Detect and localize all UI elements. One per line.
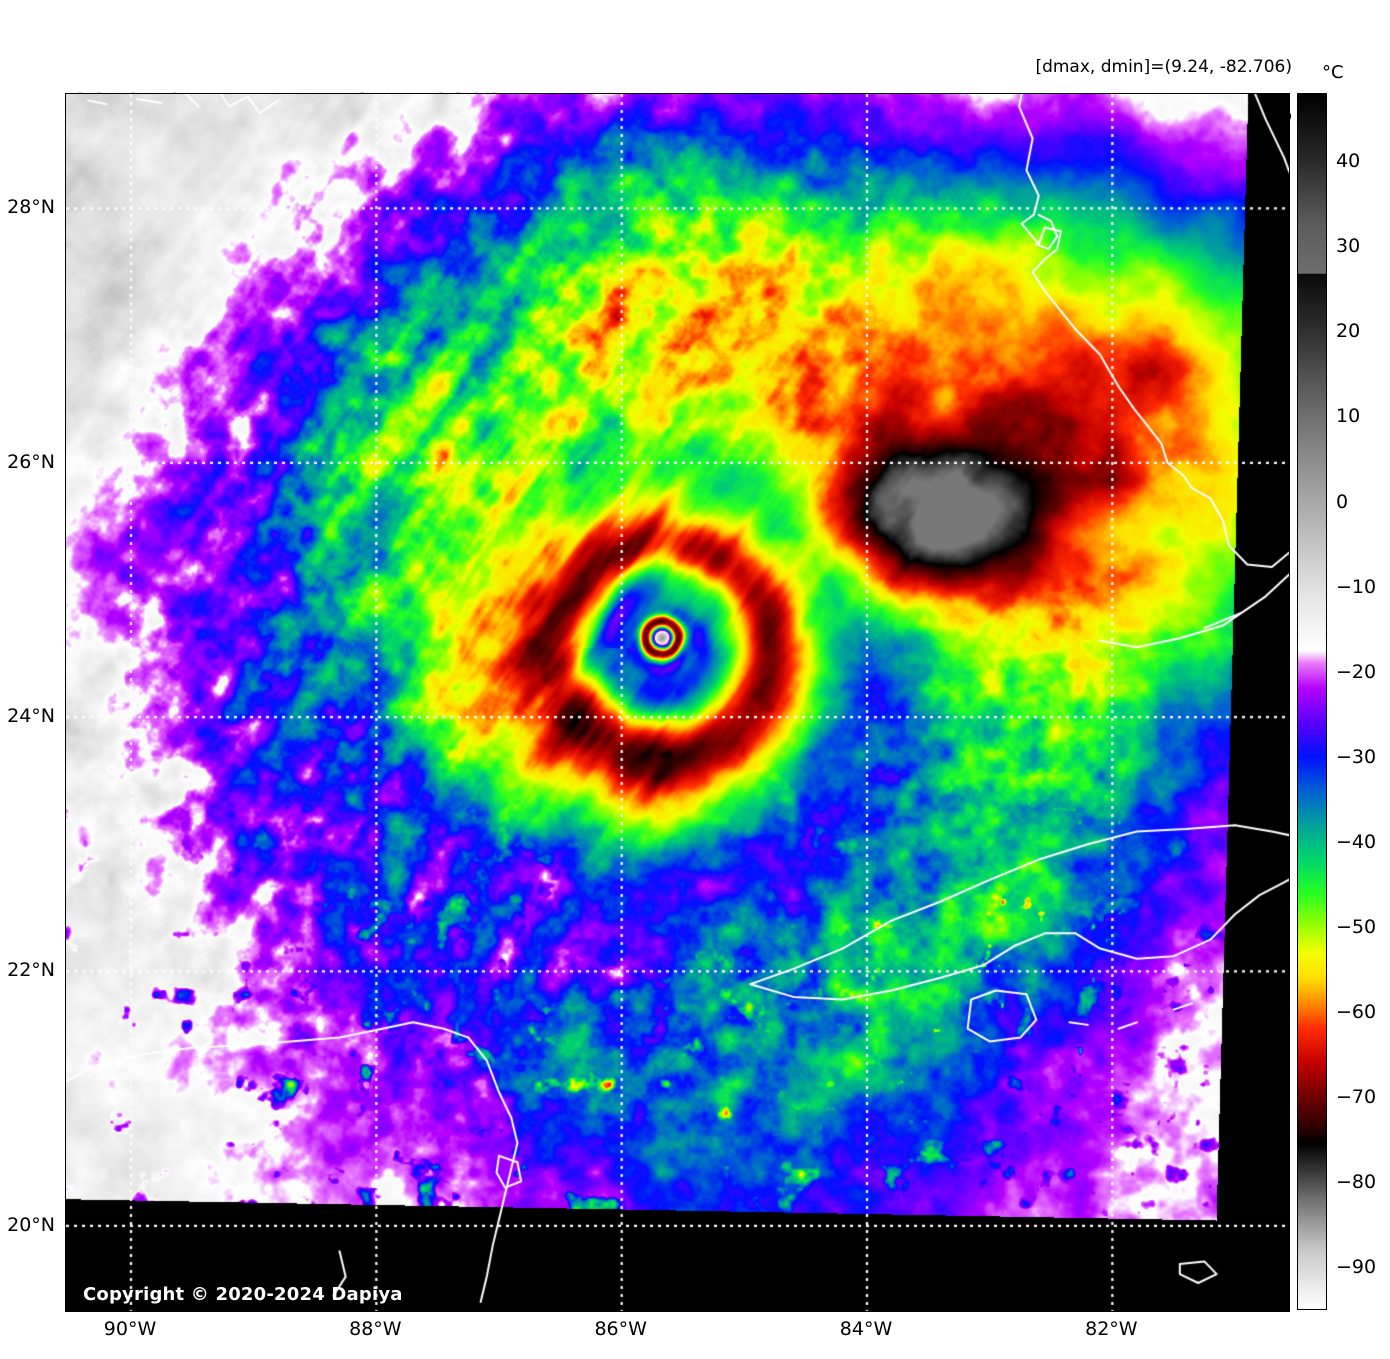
lon-tick-label: 90°W (103, 1318, 157, 1340)
lat-tick-label: 22°N (7, 959, 55, 982)
colorbar (1297, 93, 1327, 1310)
colorbar-tick-label: 0 (1336, 490, 1349, 513)
lat-tick-label: 24°N (7, 705, 55, 728)
colorbar-tick-label: −70 (1336, 1086, 1377, 1109)
colorbar-tick-label: 40 (1336, 150, 1361, 173)
lon-tick-label: 86°W (594, 1318, 647, 1340)
colorbar-tick-label: 20 (1336, 320, 1361, 343)
colorbar-tick-label: −30 (1336, 745, 1377, 768)
dminmax-label: [dmax, dmin]=(9.24, -82.706) (1035, 56, 1292, 77)
colorbar-tick-label: −10 (1336, 575, 1377, 598)
colorbar-tick-label: −80 (1336, 1171, 1377, 1194)
lon-tick-label: 82°W (1085, 1318, 1138, 1340)
colorbar-tick-label: −90 (1336, 1256, 1377, 1279)
satellite-imagery-canvas (66, 94, 1289, 1311)
colorbar-tick-label: −60 (1336, 1001, 1377, 1024)
colorbar-tick-label: 30 (1336, 235, 1361, 258)
satellite-image-panel: Copyright © 2020-2024 Dapiya (65, 93, 1290, 1312)
colorbar-tick-label: −40 (1336, 830, 1377, 853)
colorbar-unit-label: °C (1322, 62, 1344, 83)
copyright-label: Copyright © 2020-2024 Dapiya (83, 1284, 403, 1305)
colorbar-tick-label: −50 (1336, 916, 1377, 939)
lon-tick-label: 88°W (349, 1318, 402, 1340)
lat-tick-label: 28°N (7, 196, 55, 219)
colorbar-tick-label: −20 (1336, 660, 1377, 683)
colorbar-gradient (1298, 94, 1326, 1309)
lat-tick-label: 26°N (7, 450, 55, 473)
colorbar-tick-label: 10 (1336, 405, 1361, 428)
lat-tick-label: 20°N (7, 1213, 55, 1236)
lon-tick-label: 84°W (839, 1318, 893, 1340)
